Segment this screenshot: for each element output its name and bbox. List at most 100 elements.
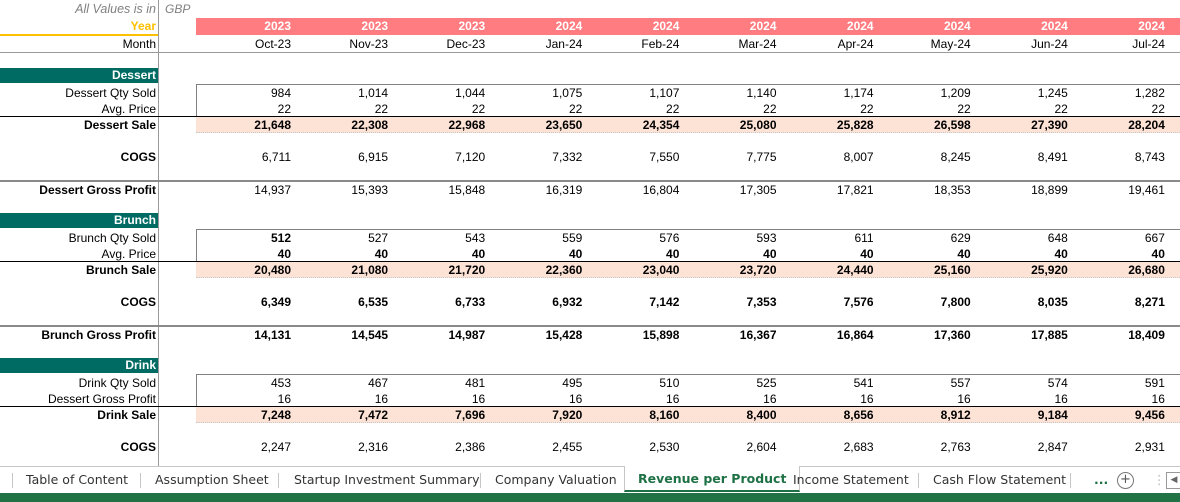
brunch-cogs-cell[interactable]: 8,271 bbox=[1134, 295, 1165, 309]
brunch-sale-cell[interactable]: 23,040 bbox=[642, 263, 680, 277]
scroll-left-icon[interactable]: ◀ bbox=[1166, 472, 1180, 489]
drink-price-cell[interactable]: 16 bbox=[568, 392, 583, 406]
drink-sale-cell[interactable]: 7,920 bbox=[552, 408, 583, 422]
brunch-price-cell[interactable]: 40 bbox=[1151, 247, 1165, 261]
dessert-qty-cell[interactable]: 1,044 bbox=[455, 86, 486, 100]
drink-sale-cell[interactable]: 9,184 bbox=[1037, 408, 1068, 422]
month-cell[interactable]: Oct-23 bbox=[254, 37, 291, 51]
tab-company-valuation[interactable]: Company Valuation bbox=[495, 472, 617, 487]
drink-price-cell[interactable]: 16 bbox=[1054, 392, 1068, 406]
brunch-cogs-cell[interactable]: 7,800 bbox=[940, 295, 971, 309]
tab-table-of-content[interactable]: Table of Content bbox=[26, 472, 129, 487]
add-sheet-icon[interactable]: + bbox=[1117, 472, 1134, 489]
drink-qty-cell[interactable]: 510 bbox=[659, 376, 680, 390]
brunch-cogs-cell[interactable]: 6,932 bbox=[552, 295, 583, 309]
brunch-qty-cell[interactable]: 512 bbox=[270, 231, 291, 245]
drink-qty-cell[interactable]: 541 bbox=[853, 376, 874, 390]
drink-sale-cell[interactable]: 7,696 bbox=[455, 408, 486, 422]
year-cell[interactable]: 2024 bbox=[749, 19, 777, 33]
dessert-gross-profit-cell[interactable]: 19,461 bbox=[1128, 183, 1165, 197]
dessert-price-cell[interactable]: 22 bbox=[860, 102, 874, 116]
year-cell[interactable]: 2023 bbox=[264, 19, 291, 33]
tab-cash-flow-statement[interactable]: Cash Flow Statement bbox=[933, 472, 1067, 487]
drink-cogs-cell[interactable]: 2,386 bbox=[455, 440, 486, 454]
drink-qty-cell[interactable]: 453 bbox=[270, 376, 291, 390]
drink-qty-cell[interactable]: 591 bbox=[1144, 376, 1165, 390]
month-cell[interactable]: Dec-23 bbox=[446, 37, 486, 51]
tab-splitter-handle[interactable]: ⋮ bbox=[1153, 472, 1166, 487]
drink-qty-cell[interactable]: 495 bbox=[562, 376, 583, 390]
brunch-cogs-cell[interactable]: 6,733 bbox=[455, 295, 486, 309]
drink-price-cell[interactable]: 16 bbox=[471, 392, 486, 406]
brunch-price-cell[interactable]: 40 bbox=[763, 247, 777, 261]
brunch-sale-cell[interactable]: 21,080 bbox=[351, 263, 389, 277]
dessert-sale-cell[interactable]: 25,828 bbox=[836, 118, 874, 132]
dessert-qty-cell[interactable]: 984 bbox=[270, 86, 291, 100]
dessert-qty-cell[interactable]: 1,140 bbox=[746, 86, 777, 100]
dessert-sale-cell[interactable]: 25,080 bbox=[739, 118, 777, 132]
month-cell[interactable]: Nov-23 bbox=[349, 37, 389, 51]
brunch-qty-cell[interactable]: 593 bbox=[756, 231, 777, 245]
tab-startup-investment-summary[interactable]: Startup Investment Summary bbox=[294, 472, 480, 487]
brunch-price-cell[interactable]: 40 bbox=[471, 247, 486, 261]
dessert-gross-profit-cell[interactable]: 18,899 bbox=[1031, 183, 1068, 197]
drink-sale-cell[interactable]: 7,472 bbox=[358, 408, 389, 422]
brunch-sale-cell[interactable]: 23,720 bbox=[739, 263, 777, 277]
drink-qty-cell[interactable]: 481 bbox=[465, 376, 486, 390]
dessert-sale-cell[interactable]: 28,204 bbox=[1128, 118, 1165, 132]
tab-assumption-sheet[interactable]: Assumption Sheet bbox=[155, 472, 269, 487]
brunch-sale-cell[interactable]: 20,480 bbox=[254, 263, 291, 277]
year-cell[interactable]: 2024 bbox=[943, 19, 971, 33]
dessert-sale-cell[interactable]: 26,598 bbox=[933, 118, 971, 132]
dessert-sale-cell[interactable]: 22,308 bbox=[351, 118, 389, 132]
drink-cogs-cell[interactable]: 2,247 bbox=[260, 440, 291, 454]
month-cell[interactable]: Mar-24 bbox=[738, 37, 777, 51]
dessert-qty-cell[interactable]: 1,075 bbox=[552, 86, 583, 100]
dessert-gross-profit-cell[interactable]: 15,393 bbox=[351, 183, 389, 197]
year-cell[interactable]: 2024 bbox=[652, 19, 680, 33]
brunch-price-cell[interactable]: 40 bbox=[957, 247, 971, 261]
dessert-cogs-cell[interactable]: 7,775 bbox=[746, 150, 777, 164]
drink-price-cell[interactable]: 16 bbox=[860, 392, 874, 406]
brunch-gross-profit-cell[interactable]: 17,360 bbox=[933, 328, 971, 342]
dessert-sale-cell[interactable]: 24,354 bbox=[642, 118, 680, 132]
dessert-sale-cell[interactable]: 21,648 bbox=[254, 118, 291, 132]
dessert-cogs-cell[interactable]: 8,491 bbox=[1037, 150, 1068, 164]
brunch-sale-cell[interactable]: 26,680 bbox=[1128, 263, 1165, 277]
brunch-qty-cell[interactable]: 576 bbox=[659, 231, 680, 245]
drink-qty-cell[interactable]: 557 bbox=[950, 376, 971, 390]
drink-cogs-cell[interactable]: 2,455 bbox=[552, 440, 583, 454]
dessert-price-cell[interactable]: 22 bbox=[957, 102, 971, 116]
brunch-qty-cell[interactable]: 559 bbox=[562, 231, 583, 245]
drink-sale-cell[interactable]: 9,456 bbox=[1134, 408, 1165, 422]
brunch-price-cell[interactable]: 40 bbox=[860, 247, 874, 261]
brunch-gross-profit-cell[interactable]: 15,898 bbox=[642, 328, 680, 342]
drink-cogs-cell[interactable]: 2,530 bbox=[649, 440, 680, 454]
year-cell[interactable]: 2023 bbox=[458, 19, 486, 33]
dessert-price-cell[interactable]: 22 bbox=[277, 102, 291, 116]
drink-cogs-cell[interactable]: 2,931 bbox=[1134, 440, 1165, 454]
brunch-gross-profit-cell[interactable]: 14,545 bbox=[351, 328, 389, 342]
dessert-gross-profit-cell[interactable]: 18,353 bbox=[933, 183, 971, 197]
dessert-cogs-cell[interactable]: 8,245 bbox=[940, 150, 971, 164]
drink-sale-cell[interactable]: 7,248 bbox=[260, 408, 291, 422]
drink-cogs-cell[interactable]: 2,604 bbox=[746, 440, 777, 454]
month-cell[interactable]: Jan-24 bbox=[545, 37, 583, 51]
dessert-sale-cell[interactable]: 22,968 bbox=[448, 118, 486, 132]
dessert-gross-profit-cell[interactable]: 16,804 bbox=[642, 183, 680, 197]
dessert-gross-profit-cell[interactable]: 15,848 bbox=[448, 183, 486, 197]
dessert-cogs-cell[interactable]: 7,550 bbox=[649, 150, 680, 164]
year-cell[interactable]: 2024 bbox=[1041, 19, 1068, 33]
drink-cogs-cell[interactable]: 2,316 bbox=[358, 440, 389, 454]
brunch-gross-profit-cell[interactable]: 14,987 bbox=[448, 328, 486, 342]
brunch-qty-cell[interactable]: 667 bbox=[1144, 231, 1165, 245]
dessert-gross-profit-cell[interactable]: 17,305 bbox=[739, 183, 777, 197]
dessert-price-cell[interactable]: 22 bbox=[1054, 102, 1068, 116]
dessert-cogs-cell[interactable]: 7,120 bbox=[455, 150, 486, 164]
brunch-gross-profit-cell[interactable]: 17,885 bbox=[1031, 328, 1068, 342]
brunch-sale-cell[interactable]: 22,360 bbox=[545, 263, 583, 277]
drink-sale-cell[interactable]: 8,912 bbox=[940, 408, 971, 422]
dessert-price-cell[interactable]: 22 bbox=[568, 102, 583, 116]
spreadsheet-grid[interactable]: All Values is in GBP Year 2023 2023 2023 20… bbox=[0, 0, 1180, 466]
dessert-price-cell[interactable]: 22 bbox=[1151, 102, 1165, 116]
